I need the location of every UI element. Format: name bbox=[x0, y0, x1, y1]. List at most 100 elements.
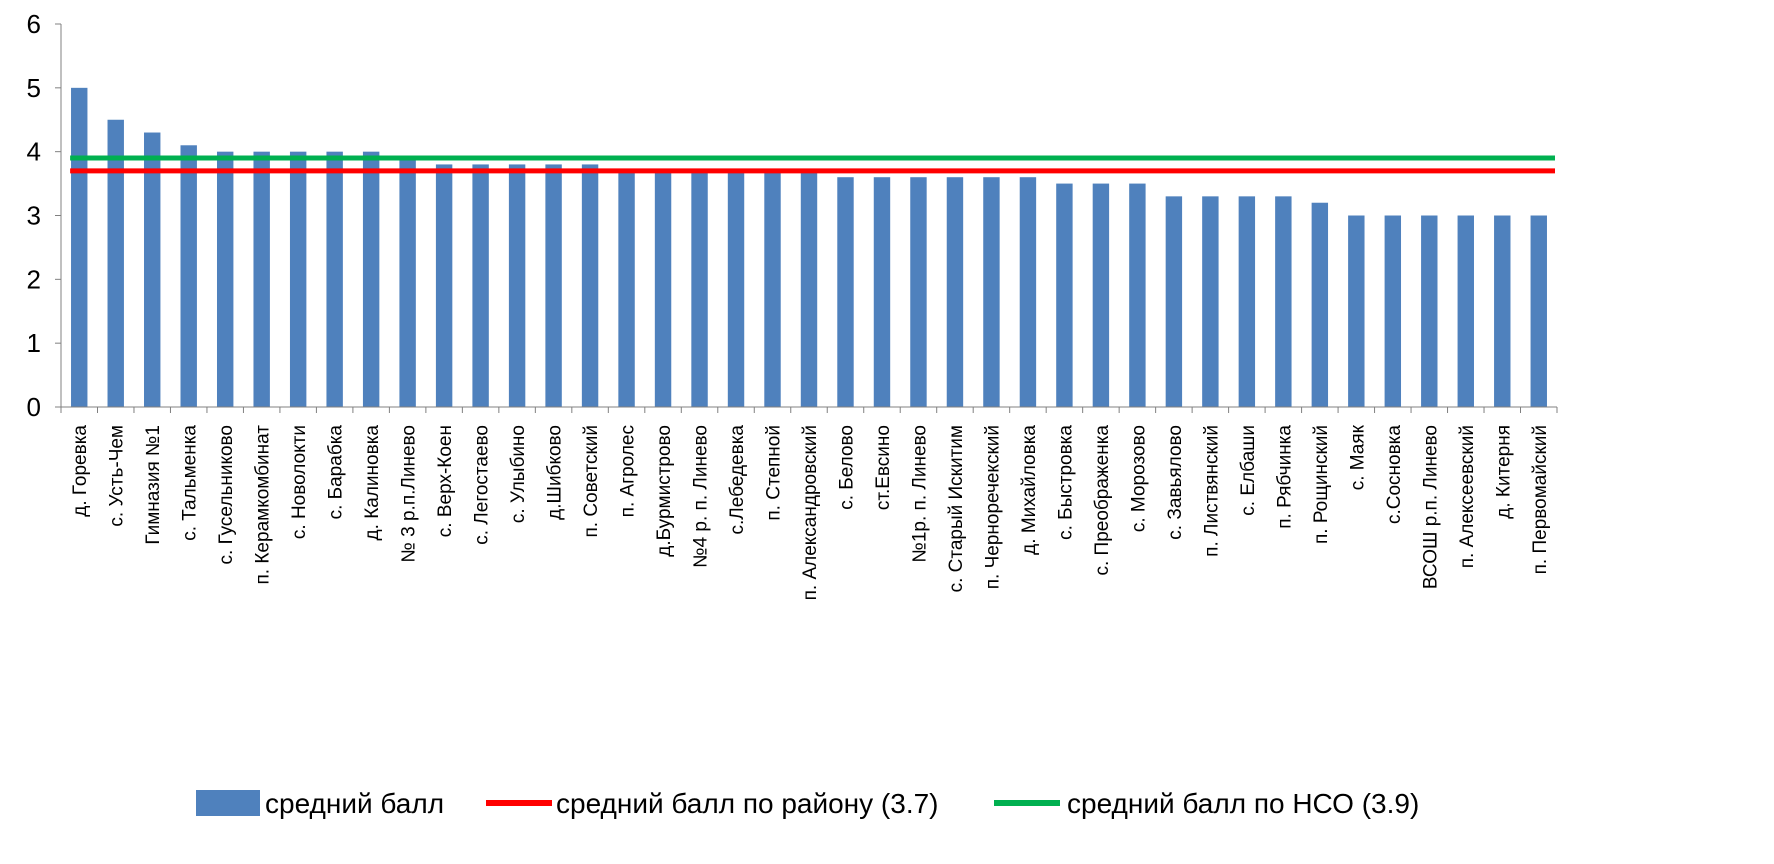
bar bbox=[1165, 196, 1183, 407]
bar bbox=[691, 170, 708, 407]
x-category-label: д.Шибково bbox=[545, 425, 566, 520]
x-category-label: с. Маяк bbox=[1347, 424, 1368, 490]
x-category-label: п. Алексеевский bbox=[1457, 425, 1478, 568]
bar bbox=[1202, 196, 1219, 407]
bar bbox=[837, 177, 854, 407]
x-category-label: с. Елбаши bbox=[1238, 425, 1259, 516]
bar bbox=[581, 164, 599, 407]
x-category-label: п. Советский bbox=[581, 425, 602, 537]
x-category-label: п. Листвянский bbox=[1201, 425, 1222, 557]
bar bbox=[1530, 215, 1547, 407]
x-category-label: № 3 р.п.Линево bbox=[399, 425, 420, 563]
x-category-label: с.Сосновка bbox=[1384, 425, 1405, 524]
x-category-label: с. Завьялово bbox=[1165, 425, 1186, 540]
x-category-label: д. Михайловка bbox=[1019, 425, 1040, 555]
x-category-label: с. Морозово bbox=[1128, 425, 1149, 532]
bar bbox=[144, 132, 161, 407]
bar bbox=[1238, 196, 1256, 407]
bar bbox=[107, 119, 124, 407]
bar bbox=[1129, 183, 1146, 407]
x-category-label: д.Бурмистрово bbox=[654, 425, 675, 557]
x-category-label: ст.Евсино bbox=[873, 425, 894, 510]
bar bbox=[216, 151, 234, 407]
reference-lines bbox=[70, 155, 1555, 174]
x-category-label: п. Степной bbox=[764, 425, 785, 521]
bar bbox=[946, 177, 964, 407]
x-category-label: с. Преображенка bbox=[1092, 425, 1113, 576]
bar bbox=[1092, 183, 1110, 407]
x-category-label: с. Барабка bbox=[326, 425, 347, 520]
bar bbox=[800, 170, 818, 407]
x-category-label: п. Керамкомбинат bbox=[253, 425, 274, 585]
bar bbox=[180, 145, 197, 407]
x-category-label: п. Александровский bbox=[800, 425, 821, 600]
bar bbox=[910, 177, 927, 407]
x-category-label: с. Легостаево bbox=[472, 425, 493, 545]
y-tick-label: 2 bbox=[27, 264, 41, 294]
bar bbox=[71, 87, 88, 407]
x-category-label: п. Агролес bbox=[618, 425, 639, 517]
x-category-label: д. Калиновка bbox=[362, 425, 383, 541]
bar bbox=[1019, 177, 1037, 407]
bar bbox=[983, 177, 1000, 407]
x-axis: д. Горевка с. Усть-Чем Гимназия №1 с. Тальм… bbox=[60, 406, 1558, 600]
bar bbox=[764, 170, 781, 407]
bar bbox=[1421, 215, 1438, 407]
bar bbox=[618, 170, 635, 407]
x-category-label: с. Верх-Коен bbox=[435, 425, 456, 537]
bar bbox=[326, 151, 343, 407]
y-tick-label: 1 bbox=[27, 328, 41, 358]
bar bbox=[399, 158, 416, 407]
x-category-label: с. Гусельниково bbox=[216, 425, 237, 564]
y-tick-label: 0 bbox=[27, 392, 41, 422]
x-category-label: №4 р. п. Линево bbox=[691, 425, 712, 568]
x-category-label: п. Первомайский bbox=[1530, 425, 1551, 574]
bar bbox=[1384, 215, 1402, 407]
bar bbox=[873, 177, 891, 407]
bar bbox=[1311, 202, 1329, 407]
bar bbox=[253, 151, 270, 407]
x-category-label: №1р. п. Линево bbox=[909, 425, 930, 563]
y-tick-label: 5 bbox=[27, 73, 41, 103]
bar bbox=[1494, 215, 1511, 407]
bar bbox=[1056, 183, 1073, 407]
bars bbox=[71, 87, 1547, 407]
y-tick-label: 6 bbox=[27, 9, 41, 39]
bar bbox=[727, 170, 745, 407]
bar bbox=[1275, 196, 1292, 407]
x-category-label: с. Улыбино bbox=[508, 425, 529, 523]
bar bbox=[435, 164, 453, 407]
legend-label: средний балл по району (3.7) bbox=[556, 788, 939, 819]
x-category-label: с.Лебедевка bbox=[727, 425, 748, 535]
x-category-label: с. Усть-Чем bbox=[107, 425, 128, 527]
x-category-label: п. Черноречекский bbox=[982, 425, 1003, 589]
x-category-label: п. Рябчинка bbox=[1274, 425, 1295, 529]
bar bbox=[289, 151, 307, 407]
bar bbox=[508, 164, 526, 407]
x-category-label: Гимназия №1 bbox=[143, 425, 164, 545]
bar bbox=[1348, 215, 1365, 407]
x-category-label: с. Быстровка bbox=[1055, 425, 1076, 540]
bar bbox=[545, 164, 562, 407]
x-category-label: д. Горевка bbox=[70, 425, 91, 517]
bar bbox=[362, 151, 380, 407]
y-tick-label: 3 bbox=[27, 201, 41, 231]
bar bbox=[1457, 215, 1474, 407]
y-tick-label: 4 bbox=[27, 137, 41, 167]
x-category-label: с. Старый Искитим bbox=[946, 425, 967, 592]
legend: средний балл средний балл по району (3.7)… bbox=[196, 788, 1419, 819]
bar bbox=[472, 164, 489, 407]
x-category-label: д. Китерня bbox=[1493, 425, 1514, 519]
x-category-label: с. Белово bbox=[836, 425, 857, 510]
x-category-label: ВСОШ р.п. Линево bbox=[1420, 425, 1441, 589]
y-axis: 0 1 2 3 4 5 6 bbox=[27, 9, 62, 422]
x-category-label: с. Новолокти bbox=[289, 425, 310, 539]
legend-label: средний балл по НСО (3.9) bbox=[1067, 788, 1419, 819]
bar bbox=[654, 170, 672, 407]
x-category-label: п. Рощинский bbox=[1311, 425, 1332, 544]
legend-swatch bbox=[196, 790, 260, 816]
x-category-label: с. Тальменка bbox=[180, 425, 201, 541]
legend-label: средний балл bbox=[265, 788, 444, 819]
